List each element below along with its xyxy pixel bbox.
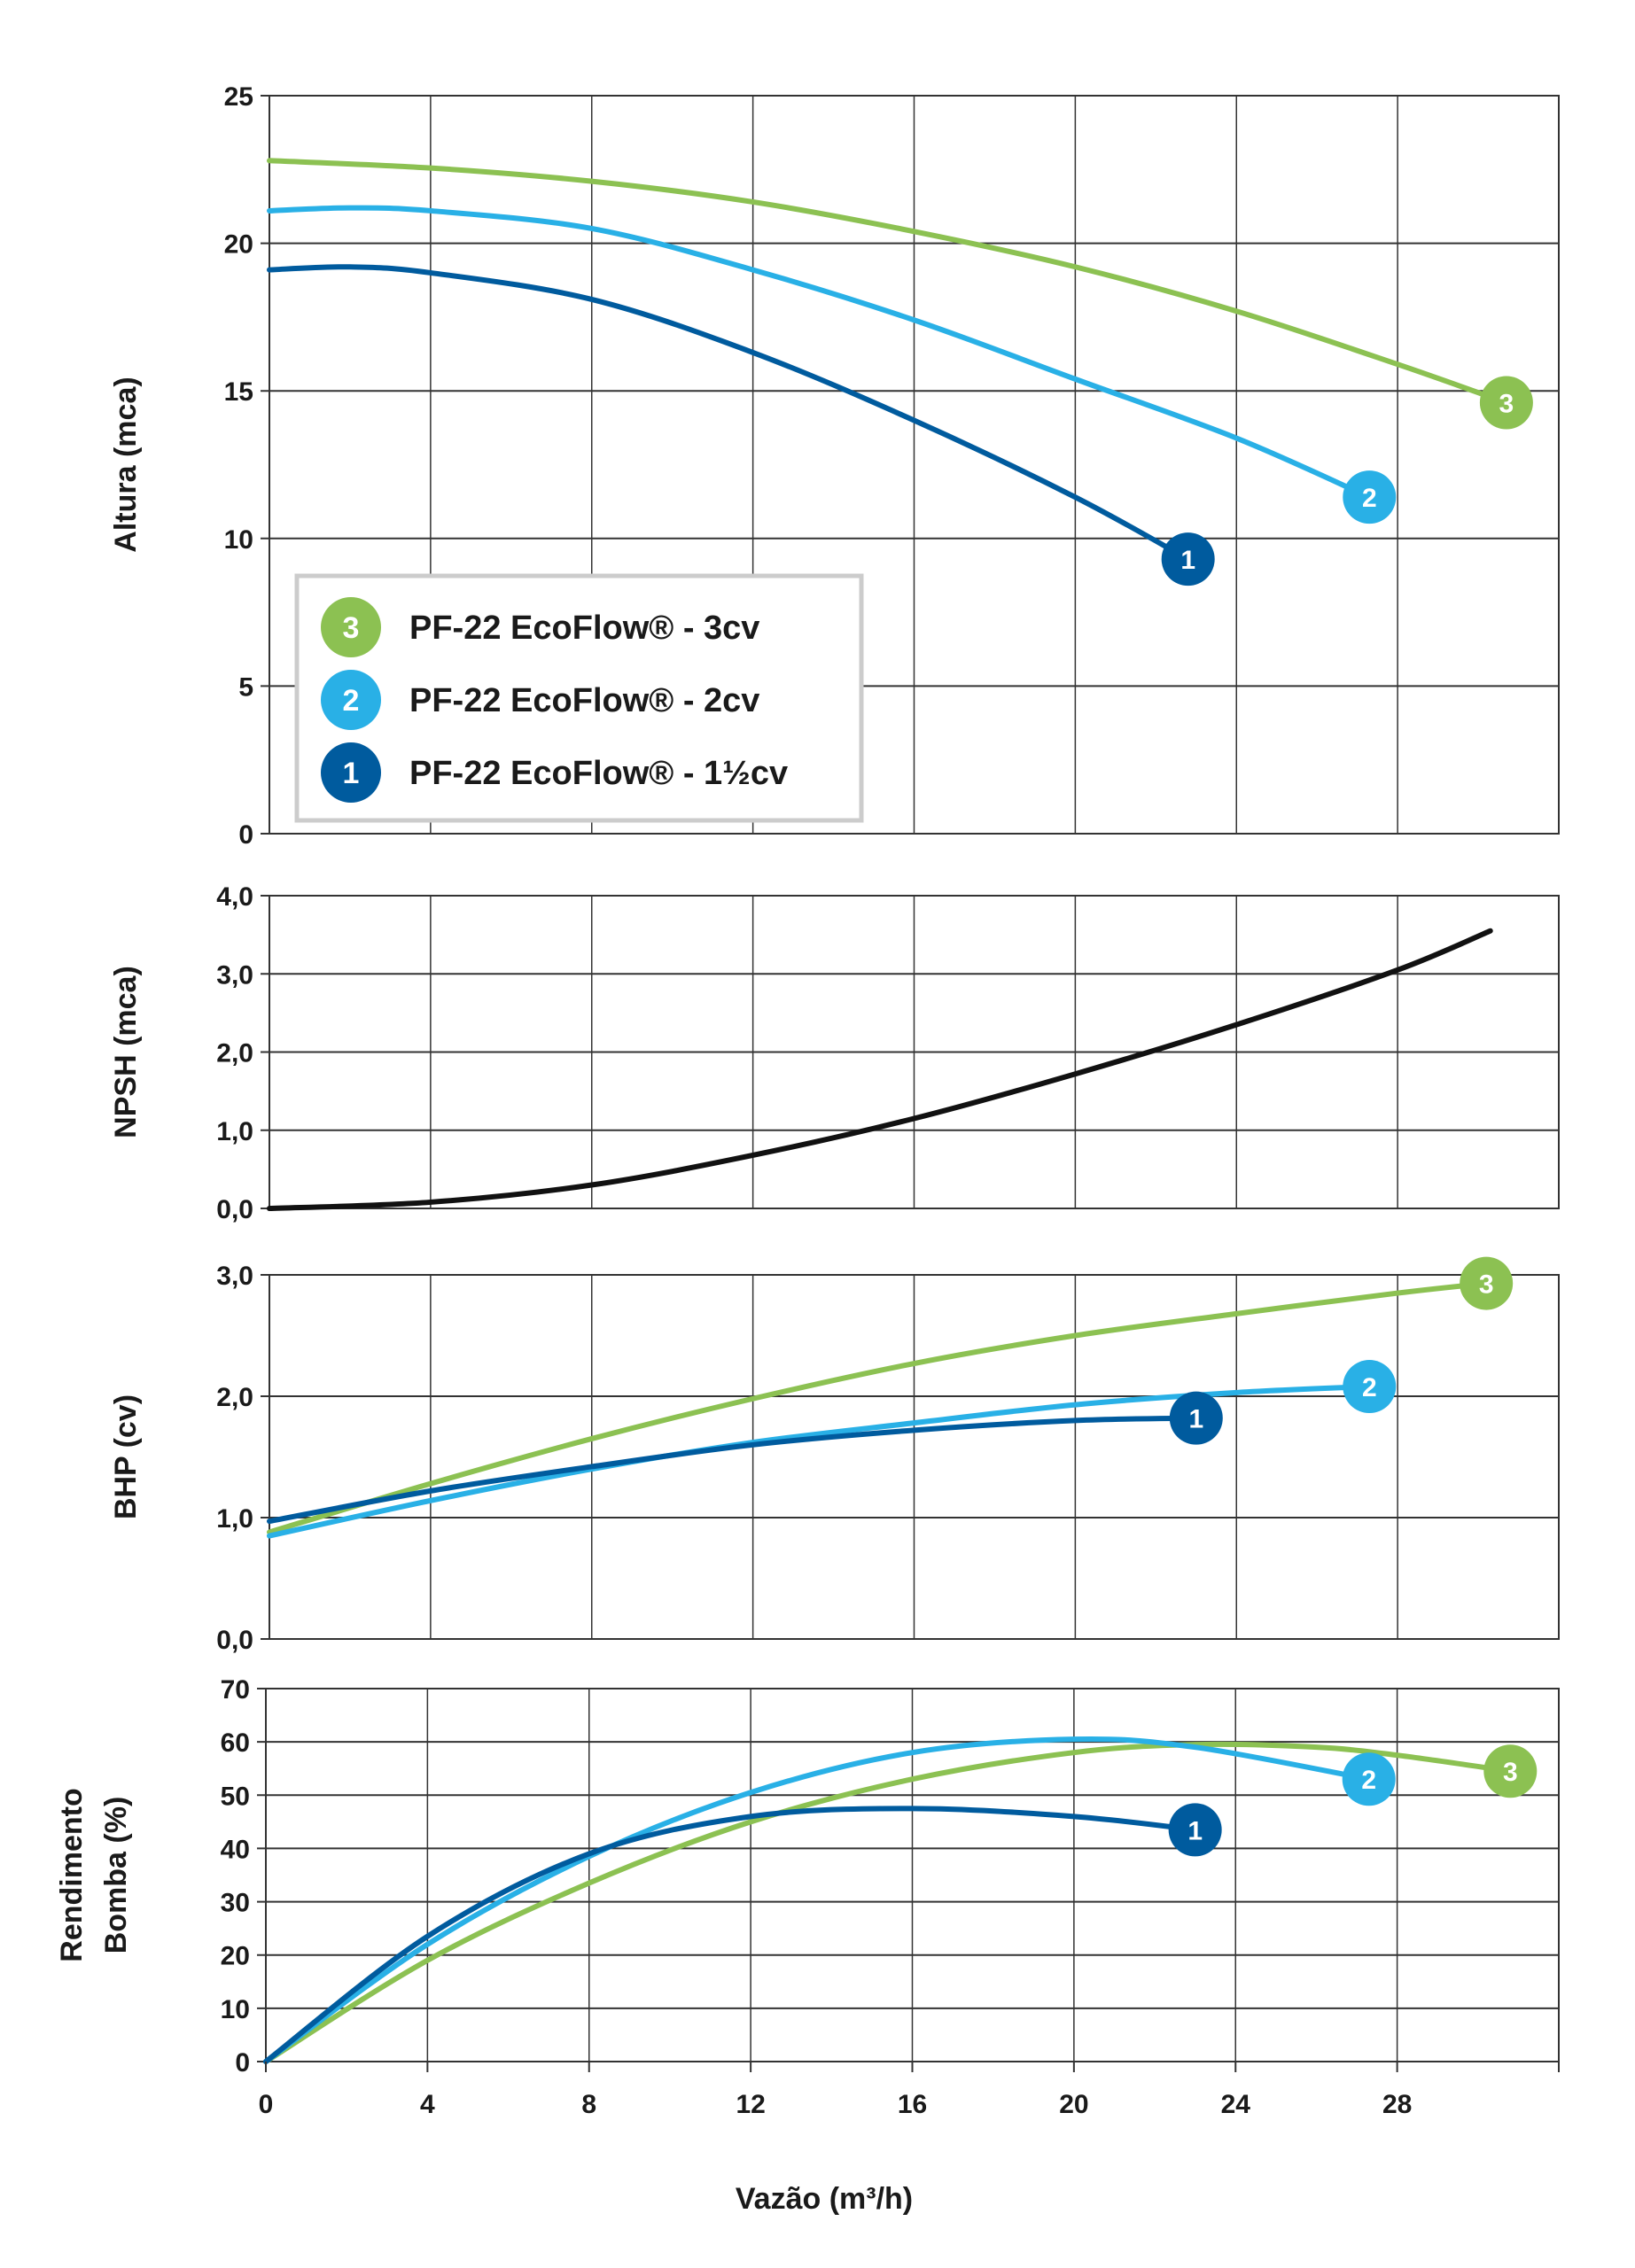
- x-tick-label: 4: [420, 2090, 435, 2119]
- legend-marker-3: [321, 597, 381, 657]
- y-tick-label: 70: [221, 1675, 250, 1705]
- series-marker-label: 3: [1479, 1270, 1494, 1300]
- x-tick-label: 16: [898, 2090, 927, 2119]
- legend-marker-label: 1: [343, 757, 360, 790]
- legend-marker-1: [321, 742, 381, 803]
- series-line-2: [267, 205, 1373, 501]
- y-tick-label: 50: [221, 1782, 250, 1811]
- x-axis-label: Vazão (m³/h): [736, 2182, 913, 2216]
- series-marker-3: [1460, 1256, 1514, 1310]
- y-axis-label: BHP (cv): [109, 1394, 143, 1519]
- y-axis-label: Altura (mca): [109, 377, 143, 552]
- legend-marker-label: 3: [343, 611, 360, 645]
- series-line-3: [263, 1741, 1514, 2064]
- y-tick-label: 4,0: [216, 882, 253, 912]
- series-line-3: [267, 1280, 1490, 1535]
- legend-marker-label: 2: [343, 684, 360, 718]
- legend-box: [294, 573, 864, 823]
- y-axis-label: Bomba (%): [99, 1797, 133, 1954]
- series-marker-label: 3: [1499, 390, 1514, 419]
- y-tick-label: 10: [221, 1995, 250, 2024]
- y-tick-label: 30: [221, 1889, 250, 1918]
- y-tick-label: 20: [221, 1942, 250, 1971]
- plot-frame: [269, 95, 1560, 835]
- y-tick-label: 20: [224, 230, 253, 260]
- plot-frame: [269, 895, 1560, 1209]
- y-tick-label: 15: [224, 377, 253, 407]
- y-tick-label: 25: [224, 82, 253, 112]
- series-line-NPSH: [267, 928, 1493, 1211]
- series-marker-label: 1: [1187, 1816, 1203, 1845]
- x-tick-label: 8: [581, 2090, 596, 2119]
- x-tick-label: 12: [736, 2090, 765, 2119]
- y-tick-label: 3,0: [216, 1262, 253, 1291]
- x-tick-label: 0: [259, 2090, 274, 2119]
- series-marker-2: [1343, 470, 1397, 524]
- series-marker-1: [1168, 1803, 1222, 1857]
- panel-1: 0,0 1,0 2,0 3,0 4,0 NPSH (mca): [109, 882, 1560, 1224]
- y-tick-label: 0: [238, 820, 253, 850]
- series-line-2: [263, 1736, 1372, 2064]
- series-marker-label: 2: [1362, 1373, 1377, 1402]
- series-line-3: [267, 158, 1509, 406]
- legend-marker-2: [321, 670, 381, 730]
- y-axis-label: NPSH (mca): [109, 966, 143, 1138]
- series-marker-3: [1483, 1744, 1538, 1798]
- series-marker-label: 2: [1362, 484, 1377, 513]
- series-marker-label: 3: [1503, 1758, 1518, 1787]
- series-marker-label: 1: [1180, 546, 1195, 575]
- y-tick-label: 0: [235, 2048, 250, 2078]
- legend-label: PF-22 EcoFlow® - 3cv: [409, 610, 759, 647]
- series-marker-2: [1342, 1752, 1396, 1806]
- panel-2: 0,0 1,0 2,0 3,0 BHP (cv) 3 2 1: [109, 1256, 1560, 1655]
- y-tick-label: 10: [224, 525, 253, 555]
- y-tick-label: 1,0: [216, 1504, 253, 1534]
- series-marker-1: [1169, 1391, 1223, 1445]
- y-tick-label: 5: [238, 672, 253, 702]
- panel-0: 0 5 10 15 20 25 Altura (mca) 3 2 1: [109, 82, 1560, 850]
- y-tick-label: 0,0: [216, 1626, 253, 1655]
- legend-label: PF-22 EcoFlow® - 2cv: [409, 682, 759, 719]
- series-line-1: [267, 264, 1191, 563]
- x-tick-label: 20: [1059, 2090, 1088, 2119]
- y-tick-label: 2,0: [216, 1383, 253, 1412]
- y-tick-label: 60: [221, 1728, 250, 1758]
- y-axis-label: Rendimento: [55, 1788, 89, 1961]
- legend: 3 PF-22 EcoFlow® - 3cv 2 PF-22 EcoFlow® - 2…: [294, 573, 864, 823]
- series-line-1: [267, 1415, 1199, 1525]
- series-marker-1: [1161, 532, 1215, 586]
- x-tick-label: 24: [1221, 2090, 1251, 2119]
- y-tick-label: 40: [221, 1835, 250, 1864]
- series-marker-label: 2: [1361, 1766, 1376, 1795]
- y-tick-label: 0,0: [216, 1195, 253, 1224]
- series-marker-2: [1343, 1360, 1397, 1414]
- x-tick-label: 28: [1382, 2090, 1412, 2119]
- y-tick-label: 3,0: [216, 960, 253, 990]
- series-line-1: [263, 1806, 1198, 2064]
- series-line-2: [267, 1384, 1373, 1539]
- series-marker-label: 1: [1188, 1405, 1203, 1434]
- series-marker-3: [1479, 376, 1533, 430]
- plot-frame: [269, 1274, 1560, 1640]
- y-tick-label: 1,0: [216, 1117, 253, 1146]
- y-tick-label: 2,0: [216, 1039, 253, 1068]
- legend-label: PF-22 EcoFlow® - 1½cv: [409, 755, 788, 792]
